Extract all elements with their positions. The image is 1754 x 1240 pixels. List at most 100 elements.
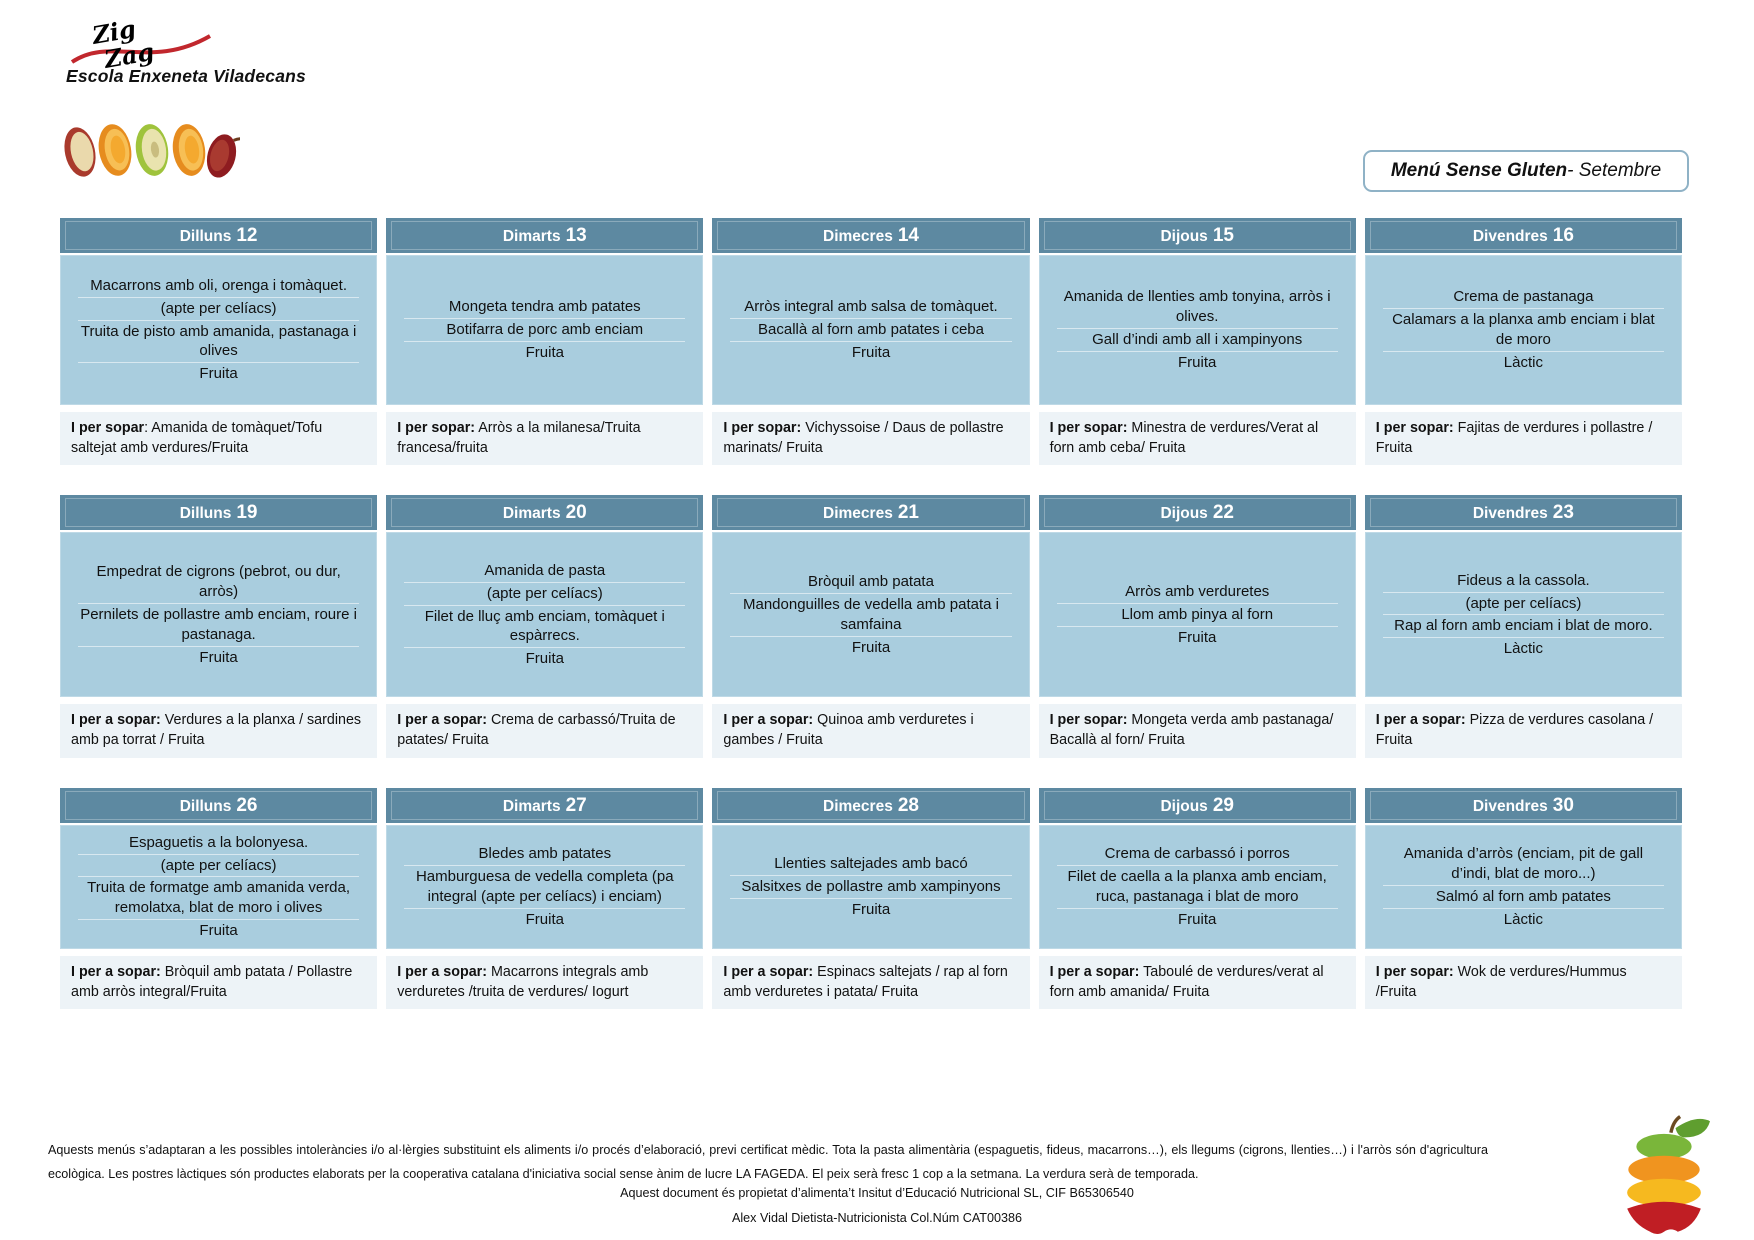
dinner-text: Espinacs saltejats / rap al forn amb ver… xyxy=(723,963,1008,1000)
day-column: Dimecres 28 Llenties saltejades amb bacó Sa… xyxy=(712,787,1030,1010)
day-name: Divendres xyxy=(1472,228,1548,245)
dinner-suggestion-cell: I per a sopar: Taboulé de verdures/verat… xyxy=(1038,955,1356,1010)
lunch-menu-cell: Amanida de pasta (apte per celíacs) Filet … xyxy=(386,532,704,698)
day-number: 21 xyxy=(897,502,919,524)
week-row: Dilluns 12 Macarrons amb oli, orenga i tom… xyxy=(60,218,1682,466)
dinner-label: I per sopar: xyxy=(723,420,802,436)
day-name: Dimecres xyxy=(823,505,893,523)
dish-item: Amanida d’arròs (enciam, pit de gall d’i… xyxy=(1382,843,1664,886)
day-column: Dimarts 13 Mongeta tendra amb patates Botif… xyxy=(386,218,704,466)
dish-item: Fruita xyxy=(525,910,564,928)
lunch-menu-cell: Arròs integral amb salsa de tomàquet. Bac… xyxy=(712,255,1030,405)
dinner-text: Mongeta verda amb pastanaga/ Bacallà al … xyxy=(1049,712,1334,749)
day-number: 12 xyxy=(236,225,258,246)
dish-item: Fruita xyxy=(1178,628,1217,646)
dinner-suggestion-cell: I per sopar: Arròs a la milanesa/Truita … xyxy=(386,412,704,466)
lunch-menu-cell: Crema de carbassó i porros Filet de caell… xyxy=(1038,824,1356,949)
lunch-menu-cell: Empedrat de cigrons (pebrot, ou dur, arr… xyxy=(60,532,378,698)
dish-item: Empedrat de cigrons (pebrot, ou dur, arr… xyxy=(78,561,360,605)
day-column: Dimecres 14 Arròs integral amb salsa de to… xyxy=(712,218,1030,466)
day-number: 29 xyxy=(1212,794,1234,816)
day-number: 15 xyxy=(1212,225,1234,246)
day-header: Dimecres 28 xyxy=(712,787,1030,823)
day-number: 27 xyxy=(565,794,587,816)
lunch-menu-cell: Arròs amb verduretes Llom amb pinya al fo… xyxy=(1038,532,1356,698)
dish-item: Bacallà al forn amb patates i ceba xyxy=(730,319,1012,342)
dish-item: Fruita xyxy=(525,343,564,361)
dish-item: Salsitxes de pollastre amb xampinyons xyxy=(730,876,1012,899)
dish-item: Llom amb pinya al forn xyxy=(1056,604,1338,627)
dish-item: Espaguetis a la bolonyesa. xyxy=(78,832,360,855)
day-name: Dimarts xyxy=(502,797,561,815)
dinner-text: Vichyssoise / Daus de pollastre marinats… xyxy=(723,420,1004,456)
dish-item: Filet de lluç amb enciam, tomàquet i esp… xyxy=(404,606,686,649)
dish-item: Gall d’indi amb all i xampinyons xyxy=(1056,329,1338,352)
dinner-label: I per a sopar: xyxy=(723,963,814,980)
day-name: Dijous xyxy=(1160,797,1208,815)
day-header: Divendres 16 xyxy=(1364,218,1682,253)
menu-title-bold: Menú Sense Gluten xyxy=(1390,160,1568,181)
dish-item: Amanida de pasta xyxy=(404,560,686,583)
footer-ownership-line: Aquest document és propietat d’alimenta’… xyxy=(620,1186,1134,1200)
dinner-label: I per sopar xyxy=(71,420,145,436)
dinner-label: I per a sopar: xyxy=(71,712,161,729)
day-header: Dimecres 21 xyxy=(712,495,1030,531)
dinner-text: Verdures a la planxa / sardines amb pa t… xyxy=(71,712,362,749)
lunch-menu-cell: Bròquil amb patata Mandonguilles de vedel… xyxy=(712,532,1030,698)
dish-item: Bledes amb patates xyxy=(404,843,686,867)
dish-item: Fideus a la cassola. xyxy=(1382,570,1664,593)
dish-item: Salmó al forn amb patates xyxy=(1382,886,1664,909)
day-column: Dimarts 27 Bledes amb patates Hamburguesa d… xyxy=(386,787,704,1010)
dish-item: Crema de carbassó i porros xyxy=(1056,843,1338,867)
day-name: Dijous xyxy=(1160,228,1208,245)
day-name: Dimecres xyxy=(823,228,893,245)
dish-item: (apte per celíacs) xyxy=(1382,593,1664,616)
dish-item: Bròquil amb patata xyxy=(730,571,1012,595)
day-header: Dimarts 20 xyxy=(386,495,704,531)
day-name: Divendres xyxy=(1472,505,1548,523)
dish-item: Filet de caella a la planxa amb enciam, … xyxy=(1056,866,1338,909)
dish-item: Fruita xyxy=(199,365,238,383)
dinner-label: I per a sopar: xyxy=(1049,963,1140,980)
day-column: Dilluns 19 Empedrat de cigrons (pebrot, ou… xyxy=(60,495,378,758)
zigzag-logo: Zig Zag xyxy=(66,14,216,78)
dinner-text: Minestra de verdures/Verat al forn amb c… xyxy=(1049,420,1319,456)
dish-item: Làctic xyxy=(1503,353,1543,371)
dish-item: Fruita xyxy=(851,638,891,656)
day-number: 26 xyxy=(236,794,258,816)
dinner-text: Bròquil amb patata / Pollastre amb arròs… xyxy=(71,963,353,1000)
dinner-label: I per sopar: xyxy=(1049,420,1128,436)
day-header: Dilluns 26 xyxy=(60,787,378,823)
dish-item: Hamburguesa de vedella completa (pa inte… xyxy=(404,866,686,909)
dinner-suggestion-cell: I per a sopar: Bròquil amb patata / Poll… xyxy=(60,955,378,1010)
dinner-label: I per sopar: xyxy=(1375,420,1454,436)
day-header: Dimarts 13 xyxy=(386,218,704,253)
dinner-suggestion-cell: I per sopar: Minestra de verdures/Verat … xyxy=(1038,412,1356,466)
dinner-suggestion-cell: I per a sopar: Verdures a la planxa / sa… xyxy=(60,704,378,758)
day-header: Dimarts 27 xyxy=(386,787,704,823)
dish-item: Amanida de llenties amb tonyina, arròs i… xyxy=(1056,286,1338,329)
dish-item: Fruita xyxy=(525,650,564,668)
dinner-label: I per a sopar: xyxy=(397,712,487,729)
dish-item: Calamars a la planxa amb enciam i blat d… xyxy=(1382,309,1664,352)
menu-title-regular: - Setembre xyxy=(1567,160,1662,181)
dinner-suggestion-cell: I per sopar: Mongeta verda amb pastanaga… xyxy=(1038,704,1356,758)
day-name: Dijous xyxy=(1160,505,1208,523)
dish-item: (apte per celíacs) xyxy=(78,298,360,321)
dish-item: Fruita xyxy=(199,922,238,940)
dinner-suggestion-cell: I per a sopar: Quinoa amb verduretes i g… xyxy=(712,704,1030,758)
dinner-suggestion-cell: I per a sopar: Crema de carbassó/Truita … xyxy=(386,704,704,758)
school-name: Escola Enxeneta Viladecans xyxy=(66,66,306,86)
dish-item: Llenties saltejades amb bacó xyxy=(730,853,1012,876)
dinner-label: I per sopar: xyxy=(1375,963,1454,980)
day-column: Divendres 30 Amanida d’arròs (enciam, pit … xyxy=(1364,787,1682,1010)
dish-item: Mongeta tendra amb patates xyxy=(404,296,686,320)
fruit-slices-image xyxy=(60,120,249,182)
dish-item: Pernilets de pollastre amb enciam, roure… xyxy=(78,604,360,647)
dinner-suggestion-cell: I per a sopar: Espinacs saltejats / rap … xyxy=(712,955,1030,1010)
apple-slices-icon xyxy=(1606,1112,1722,1234)
footer-notes: Aquests menús s’adaptaran a les possible… xyxy=(48,1143,1488,1181)
day-header: Divendres 30 xyxy=(1364,787,1682,823)
dish-item: Botifarra de porc amb enciam xyxy=(404,319,686,342)
